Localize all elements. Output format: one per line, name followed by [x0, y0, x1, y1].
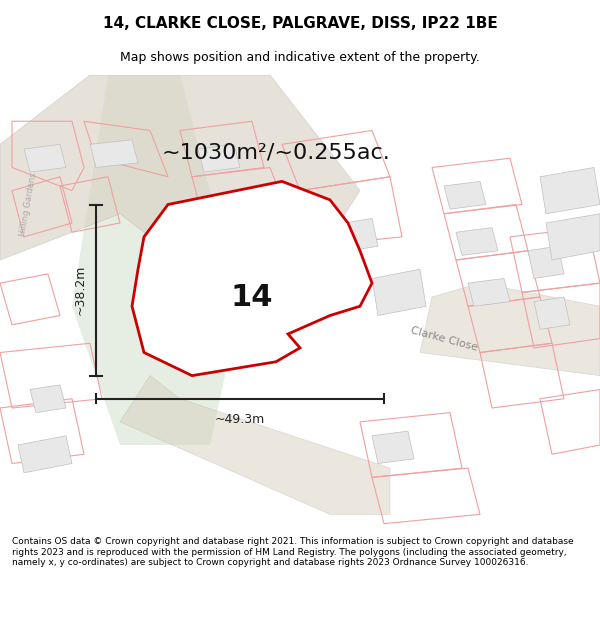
Polygon shape: [120, 376, 390, 514]
Polygon shape: [456, 228, 498, 256]
Text: Map shows position and indicative extent of the property.: Map shows position and indicative extent…: [120, 51, 480, 64]
Polygon shape: [180, 274, 246, 316]
Text: ~38.2m: ~38.2m: [74, 265, 87, 315]
Polygon shape: [198, 144, 240, 172]
Polygon shape: [30, 385, 66, 412]
Polygon shape: [72, 75, 240, 445]
Text: ~49.3m: ~49.3m: [215, 412, 265, 426]
Polygon shape: [90, 140, 138, 168]
Polygon shape: [468, 279, 510, 306]
Polygon shape: [372, 269, 426, 316]
Text: Hilling Gardens: Hilling Gardens: [18, 172, 38, 237]
Polygon shape: [546, 214, 600, 260]
Text: 14: 14: [231, 282, 273, 311]
Polygon shape: [318, 218, 378, 256]
Polygon shape: [24, 144, 66, 172]
Text: 14, CLARKE CLOSE, PALGRAVE, DISS, IP22 1BE: 14, CLARKE CLOSE, PALGRAVE, DISS, IP22 1…: [103, 16, 497, 31]
Text: ~1030m²/~0.255ac.: ~1030m²/~0.255ac.: [162, 142, 391, 162]
Polygon shape: [528, 246, 564, 279]
Polygon shape: [534, 297, 570, 329]
Text: Contains OS data © Crown copyright and database right 2021. This information is : Contains OS data © Crown copyright and d…: [12, 538, 574, 568]
Polygon shape: [372, 431, 414, 464]
Polygon shape: [540, 168, 600, 214]
Polygon shape: [0, 75, 360, 260]
Polygon shape: [420, 283, 600, 376]
Polygon shape: [18, 436, 72, 472]
Polygon shape: [444, 181, 486, 209]
Text: Clarke Close: Clarke Close: [409, 325, 479, 352]
Polygon shape: [132, 181, 372, 376]
